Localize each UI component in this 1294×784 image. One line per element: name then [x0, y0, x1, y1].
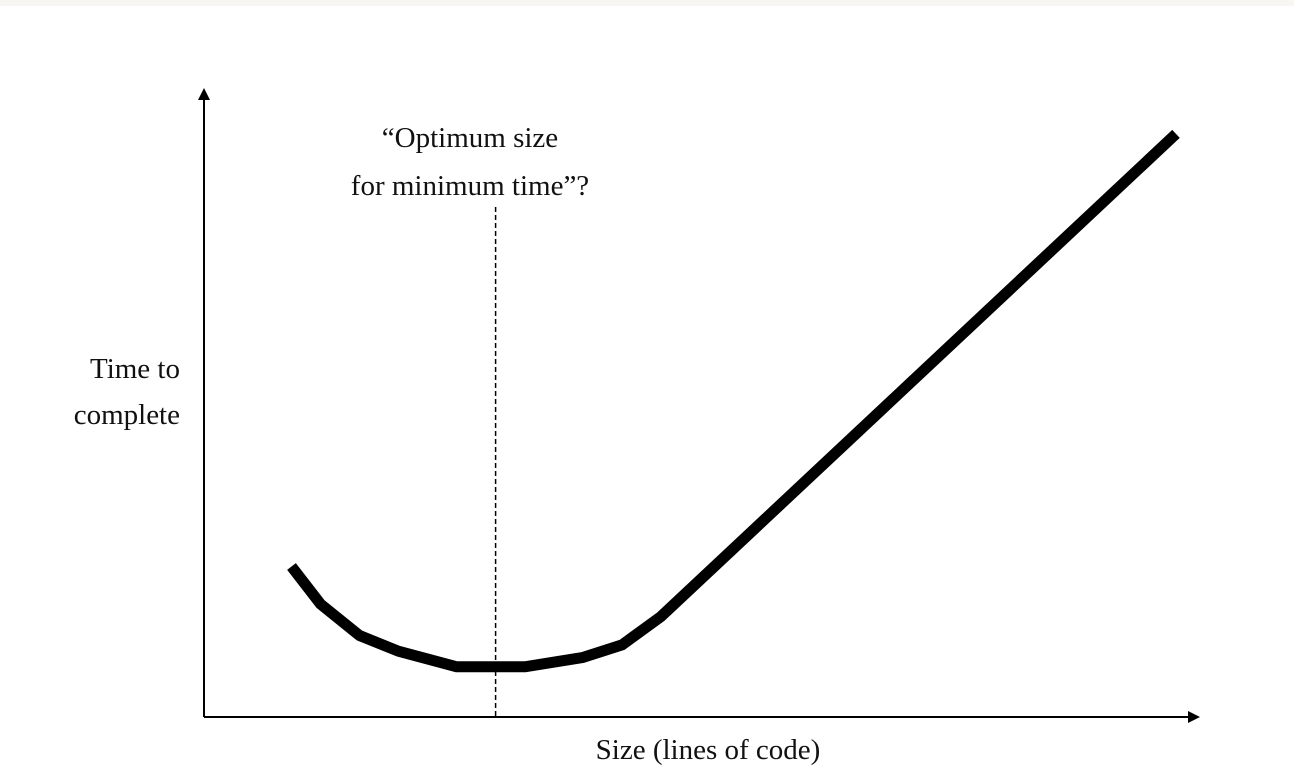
x-axis-label: Size (lines of code): [596, 734, 821, 766]
y-axis-label-line-1: Time to: [90, 353, 180, 385]
y-axis-label-line-2: complete: [74, 399, 180, 431]
annotation-line-2: for minimum time”?: [351, 170, 589, 202]
chart-background: [0, 6, 1294, 784]
annotation-line-1: “Optimum size: [382, 122, 558, 154]
series-line: [287, 129, 1180, 673]
